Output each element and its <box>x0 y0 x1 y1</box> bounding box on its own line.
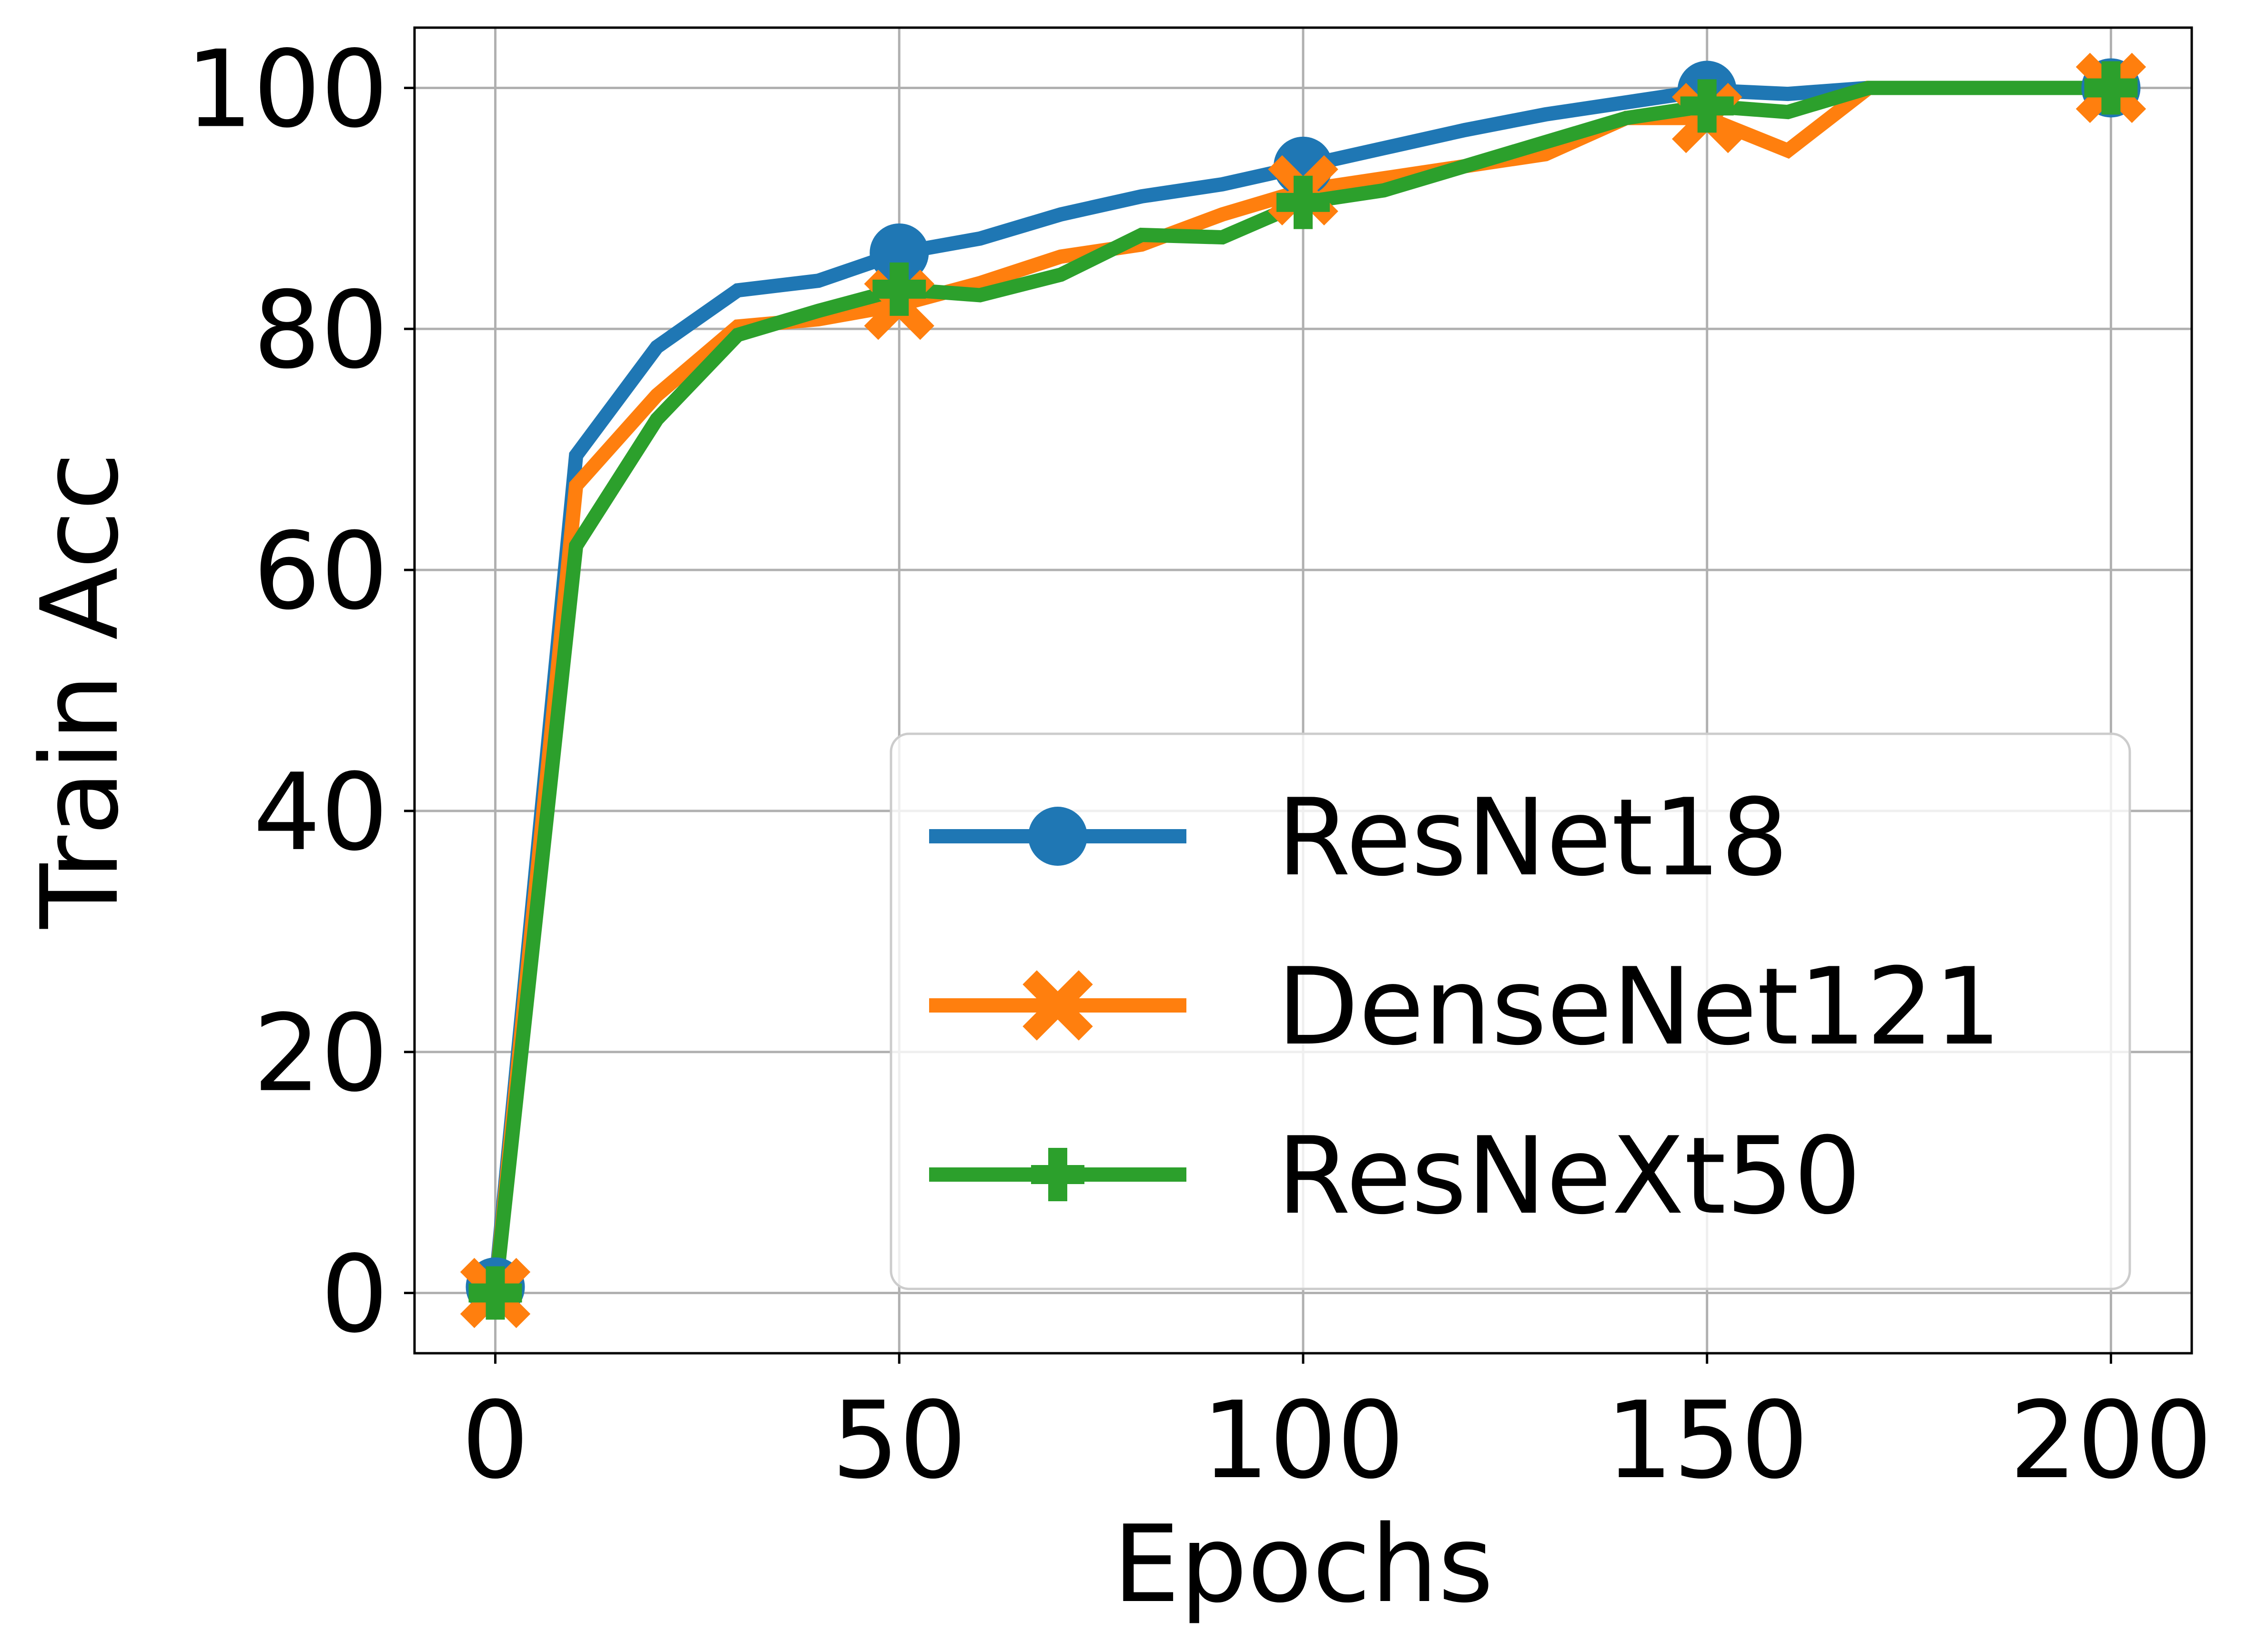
legend-label-densenet121: DenseNet121 <box>1277 945 2002 1069</box>
y-axis-ticks: 0 20 40 60 80 100 <box>185 27 415 1357</box>
y-tick-label: 80 <box>253 268 388 392</box>
x-axis-label: Epochs <box>1113 1502 1493 1626</box>
legend: ResNet18 DenseNet121 ResNeXt50 <box>890 732 2131 1290</box>
series-markers <box>460 52 2146 1328</box>
series-marker-resnext50 <box>468 1266 522 1320</box>
legend-marker-resnet18 <box>1028 807 1087 866</box>
series-marker-resnext50 <box>1276 175 1330 229</box>
legend-frame <box>890 732 2131 1290</box>
x-tick-label: 200 <box>2010 1378 2213 1502</box>
legend-marker-resnext50 <box>1031 1148 1084 1201</box>
legend-label-resnext50: ResNeXt50 <box>1277 1114 1861 1238</box>
y-tick-label: 40 <box>253 750 388 874</box>
y-tick-label: 60 <box>253 509 388 633</box>
y-tick-label: 0 <box>321 1233 388 1357</box>
series-marker-resnext50 <box>872 262 926 316</box>
y-tick-label: 20 <box>253 992 388 1115</box>
legend-label-resnet18: ResNet18 <box>1277 776 1789 900</box>
x-axis-ticks: 0 50 100 150 200 <box>462 1353 2213 1502</box>
legend-marker-densenet121 <box>1022 970 1093 1041</box>
series-marker-resnext50 <box>2084 61 2138 115</box>
y-tick-label: 100 <box>185 27 388 151</box>
x-tick-label: 100 <box>1202 1378 1405 1502</box>
series-marker-resnet18 <box>870 223 929 283</box>
y-axis-label: Train Acc <box>18 452 142 929</box>
x-tick-label: 0 <box>462 1378 529 1502</box>
x-tick-label: 50 <box>831 1378 967 1502</box>
x-tick-label: 150 <box>1606 1378 1809 1502</box>
series-marker-resnext50 <box>1680 79 1734 133</box>
